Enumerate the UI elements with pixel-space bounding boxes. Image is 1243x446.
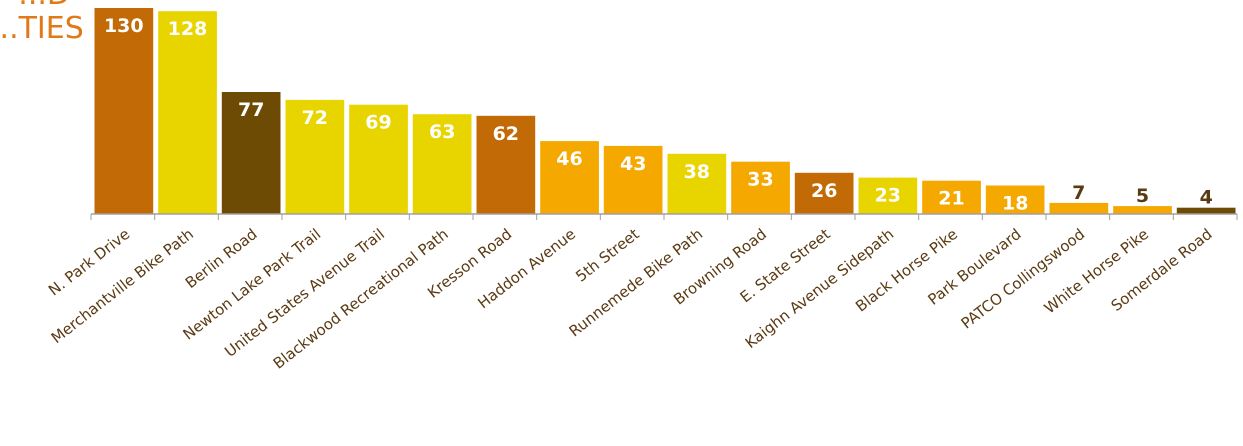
bar <box>349 104 408 214</box>
bar-value-label: 63 <box>429 121 455 143</box>
bar <box>158 11 217 215</box>
x-axis <box>90 213 1238 220</box>
bar <box>221 92 281 214</box>
bar-value-label: 33 <box>747 169 773 191</box>
bar <box>540 141 599 214</box>
category-label: White Horse Pike <box>1041 225 1152 317</box>
bar <box>94 8 154 214</box>
bar-value-label: 43 <box>620 153 646 175</box>
bar-value-label: 69 <box>365 112 391 134</box>
bar-value-label: 77 <box>238 99 264 121</box>
value-labels-group: 130 128 77 72 69 63 62 46 43 38 33 26 23 21 18 7 5 4 <box>104 15 1213 215</box>
bar <box>412 114 472 214</box>
bar-value-label: 4 <box>1200 187 1213 209</box>
bar-value-label: 7 <box>1072 182 1085 204</box>
category-label: PATCO Collingswood <box>958 225 1089 333</box>
bar-value-label: 18 <box>1002 193 1028 215</box>
bar <box>1049 202 1109 214</box>
bar <box>667 153 727 214</box>
bars-group <box>94 8 1236 215</box>
bar <box>1176 207 1236 214</box>
bar <box>476 115 536 214</box>
bar-value-label: 5 <box>1136 185 1149 207</box>
bar <box>1113 206 1172 214</box>
bar <box>603 145 663 214</box>
bar-value-label: 46 <box>556 148 582 170</box>
bar <box>285 99 345 214</box>
bar <box>794 172 854 214</box>
bar-value-label: 23 <box>875 185 901 207</box>
bar <box>731 161 790 214</box>
page-title: ...D ...TIES <box>0 0 84 46</box>
bar-value-label: 62 <box>493 123 519 145</box>
bar <box>922 180 981 214</box>
bar-value-label: 130 <box>104 15 144 37</box>
title-line-2: ...TIES <box>0 11 84 46</box>
bar-value-label: 38 <box>684 161 710 183</box>
bar <box>985 185 1045 214</box>
bar-value-label: 21 <box>938 188 964 210</box>
bar-value-label: 128 <box>168 18 208 40</box>
bar-value-label: 26 <box>811 180 837 202</box>
bar-value-label: 72 <box>302 107 328 129</box>
title-line-1: ...D <box>0 0 70 12</box>
bar <box>858 177 918 214</box>
